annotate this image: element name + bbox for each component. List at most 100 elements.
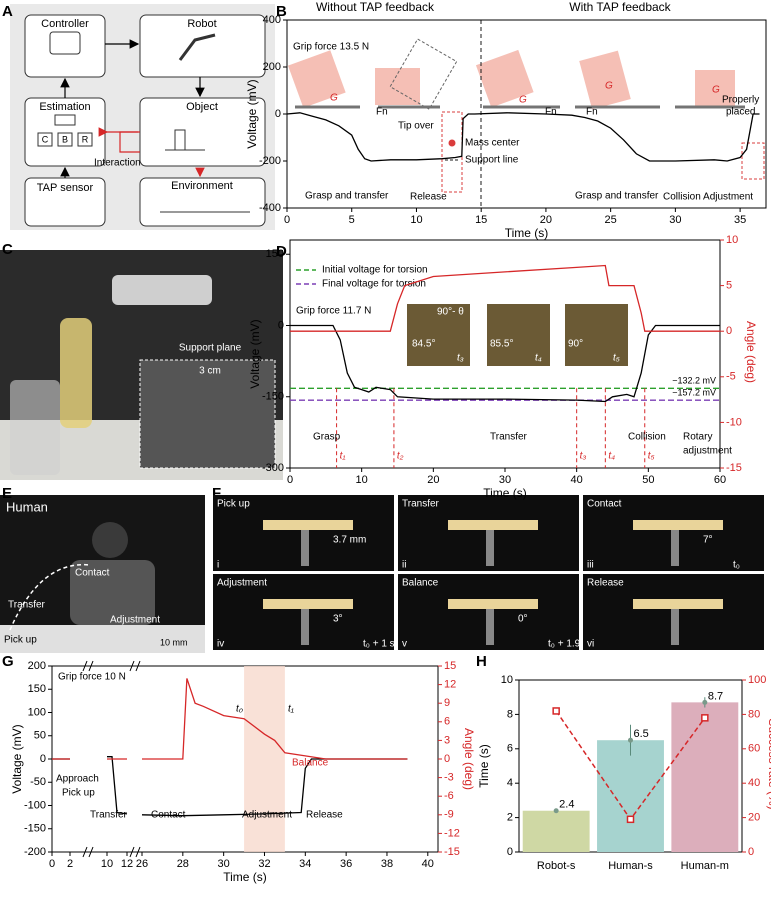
x-tick-label: 10 (101, 858, 113, 870)
y-tick-label: 0 (40, 753, 46, 765)
annotation: Adjustment (242, 810, 292, 821)
photo-label: 3 cm (199, 366, 221, 377)
y2-tick-label: 60 (748, 743, 760, 755)
y2-tick-label: 0 (444, 753, 450, 765)
photo-beam (633, 599, 723, 609)
tile-numeral: vi (587, 639, 594, 650)
photo-inset (487, 304, 550, 366)
annotation: Mass center (465, 138, 520, 149)
annotation: Approach (56, 774, 99, 785)
axis-break (82, 846, 94, 858)
photo-label: Adjustment (110, 615, 160, 626)
highlight (244, 666, 285, 852)
diagram-arrows (60, 39, 205, 178)
event-label: t₃ (580, 451, 587, 462)
node-label: Estimation (39, 101, 90, 113)
schematic-block (475, 49, 534, 108)
y-tick-label: 6 (507, 743, 513, 755)
y2-tick-label: -6 (444, 790, 454, 802)
icon (54, 114, 76, 126)
y-tick-label: 10 (501, 674, 513, 686)
photo-robot (112, 275, 212, 305)
node-label: Robot (187, 18, 216, 30)
value-label: 2.4 (559, 799, 574, 811)
y2-tick-label: 5 (726, 280, 732, 292)
x-tick-label: 35 (734, 214, 746, 226)
data-line (286, 112, 760, 162)
x-tick-label: 40 (422, 858, 434, 870)
tile-title: Balance (402, 578, 439, 589)
x-tick-label: 5 (349, 214, 355, 226)
x-tick-label: 20 (540, 214, 552, 226)
y-tick-label: -50 (30, 776, 46, 788)
panel-header: Without TAP feedback (316, 0, 435, 14)
x-tick-label: Robot-s (537, 860, 576, 872)
x-tick-label: 0 (49, 858, 55, 870)
annotation: 90° (568, 339, 583, 350)
annotation: Grip force 13.5 N (293, 42, 369, 53)
event-label: t₁ (340, 451, 346, 462)
edge-label: Interaction (94, 158, 141, 169)
annotation: Release (410, 192, 447, 203)
y-axis-label: Time (s) (477, 744, 491, 788)
tile-note: t₀ + 1.9 s (548, 639, 588, 650)
photo-label: Contact (75, 568, 110, 579)
schematic-block (375, 68, 420, 105)
annotation: Grip force 10 N (58, 672, 126, 683)
x-tick-label: 25 (605, 214, 617, 226)
x-tick-label: 40 (571, 474, 583, 486)
node-label: Controller (41, 18, 89, 30)
annotation: adjustment (683, 446, 732, 457)
axis-break (82, 660, 94, 672)
annotation: G (519, 95, 527, 106)
y2-tick-label: 0 (748, 846, 754, 858)
annotation: G (330, 93, 338, 104)
y-tick-label: 150 (266, 248, 284, 260)
panel-label: E (2, 485, 12, 502)
bar (597, 740, 664, 852)
annotation: Support line (465, 155, 519, 166)
annotation: t₀ (236, 704, 243, 715)
y2-tick-label: -15 (444, 846, 460, 858)
y-tick-label: 0 (275, 108, 281, 120)
node-label: Object (186, 101, 218, 113)
annotation: t₅ (613, 353, 620, 364)
x-tick-label: 10 (410, 214, 422, 226)
sub-box (37, 132, 53, 147)
y2-tick-label: 3 (444, 734, 450, 746)
x-axis-label: Time (s) (505, 226, 549, 240)
y-tick-label: -150 (24, 823, 46, 835)
annotation: 84.5° (412, 339, 435, 350)
panel-label: G (2, 653, 14, 670)
annotation: Release (306, 810, 343, 821)
y2-tick-label: 10 (726, 234, 738, 246)
photo-path (9, 563, 91, 631)
x-tick-label: 34 (299, 858, 311, 870)
diagram (24, 14, 266, 227)
photo-beam (448, 599, 538, 609)
annotation: Fn (545, 107, 557, 118)
x-tick-label: 30 (669, 214, 681, 226)
y-axis-label: Voltage (mV) (10, 724, 24, 793)
value-label: 6.5 (634, 728, 649, 740)
tile-numeral: ii (402, 560, 406, 571)
panel-label: B (276, 3, 287, 20)
tile-note: t₀ (733, 560, 740, 571)
y-tick-label: 0 (278, 319, 284, 331)
data-line (52, 678, 408, 760)
x-tick-label: 32 (258, 858, 270, 870)
y2-tick-label: 12 (444, 679, 456, 691)
x-tick-label: 0 (284, 214, 290, 226)
legend-dot (448, 139, 456, 147)
y2-tick-label: 15 (444, 660, 456, 672)
y2-axis-label: Success rate (%) (766, 718, 771, 809)
photo-beam (448, 520, 538, 530)
data-line (290, 324, 720, 403)
tile-numeral: iv (217, 639, 224, 650)
photo-label: Transfer (8, 600, 46, 611)
x-tick-label: 38 (381, 858, 393, 870)
annotation: Transfer (90, 810, 128, 821)
x-tick-label: 28 (177, 858, 189, 870)
x-tick-label: 12 (121, 858, 133, 870)
tile-numeral: v (402, 639, 407, 650)
